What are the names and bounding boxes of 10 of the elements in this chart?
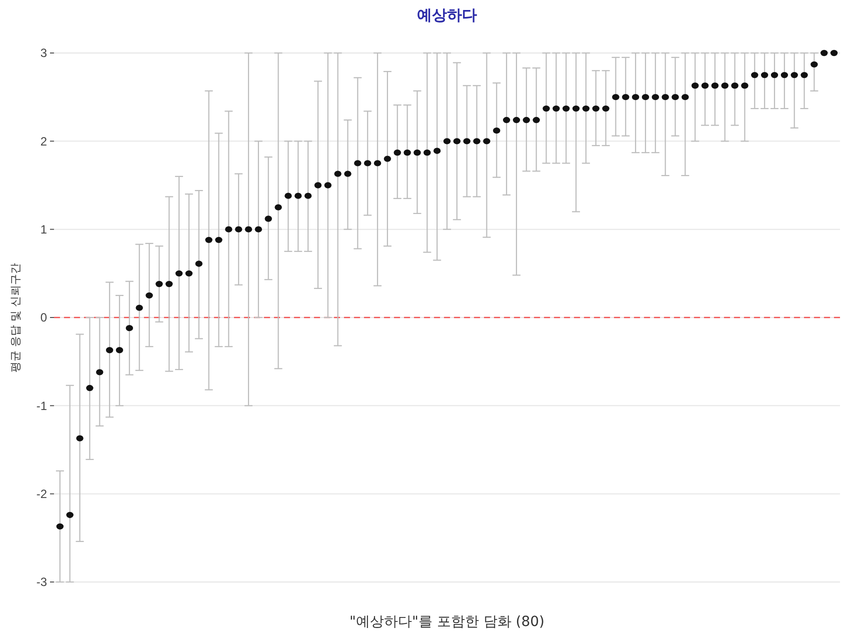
y-tick-label: 3	[40, 46, 48, 60]
x-axis-title: "예상하다"를 포함한 담화 (80)	[350, 614, 544, 630]
y-tick-label: 1	[40, 222, 48, 237]
y-tick-label: -1	[36, 398, 48, 413]
y-axis-title: 평균 응답 및 신뢰구간	[9, 262, 22, 372]
y-tick-label: 2	[40, 134, 48, 148]
y-tick-label: 0	[40, 310, 48, 325]
chart-title: 예상하다	[417, 6, 477, 24]
y-tick-label: -2	[36, 487, 48, 502]
y-tick-label: -3	[36, 575, 48, 590]
